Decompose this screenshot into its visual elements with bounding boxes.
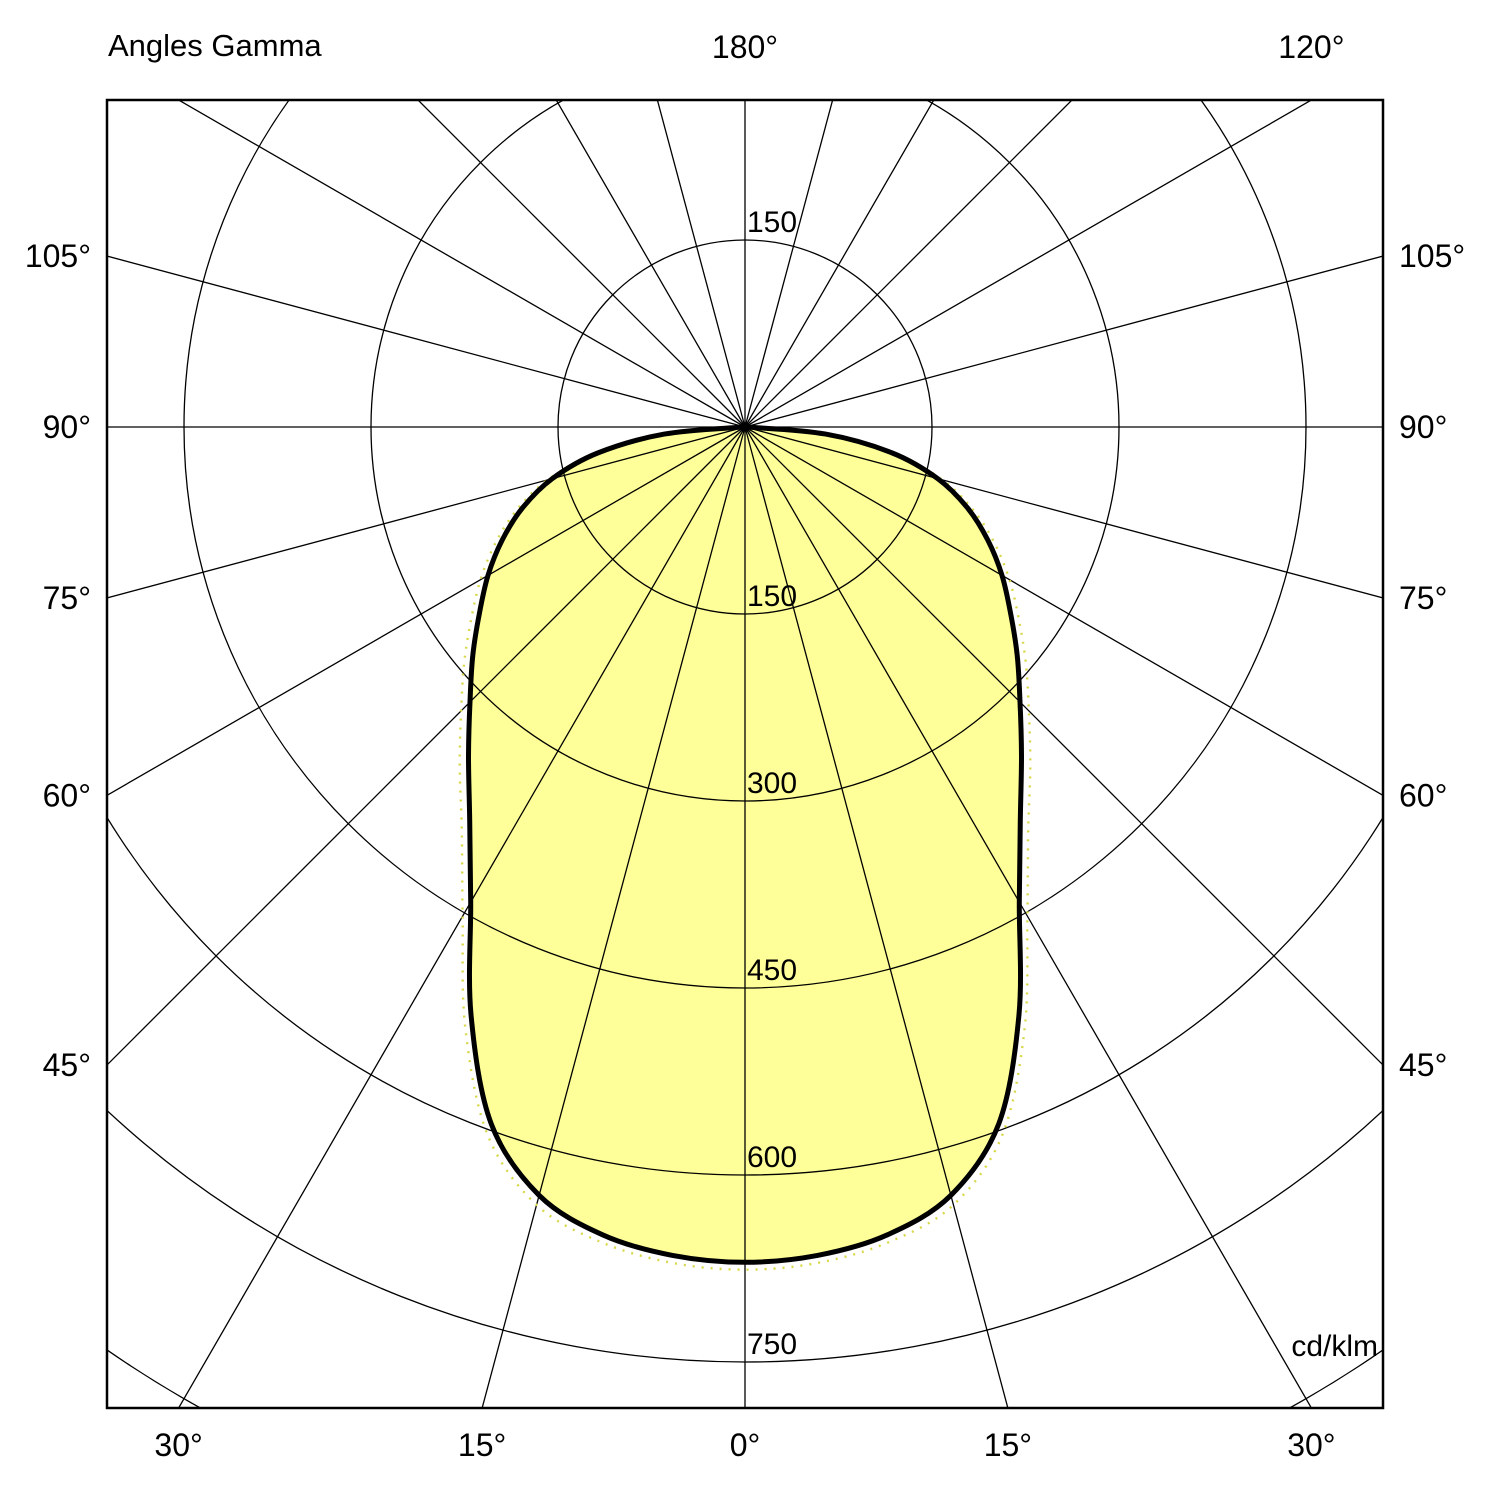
angle-ray <box>744 426 1383 797</box>
gamma-angle-label: 15° <box>984 1427 1032 1463</box>
angle-ray <box>744 426 1313 1408</box>
intensity-curve <box>466 424 1024 1265</box>
angle-ray <box>107 255 746 428</box>
gamma-angle-labels: 0° 15° 15° 30° 30° 45° 45° 60° 60° 75° 75° 90° 90° 10… <box>25 29 1465 1463</box>
gamma-angle-label: 105° <box>25 238 91 274</box>
plot-border <box>105 98 1385 1410</box>
gamma-angle-label: 60° <box>43 777 91 813</box>
angle-ray <box>744 100 1073 428</box>
angle-ray <box>107 426 746 797</box>
gamma-angle-label: 180° <box>712 29 778 65</box>
gamma-angle-label: 90° <box>43 409 91 445</box>
gamma-angle-label: 45° <box>1399 1047 1447 1083</box>
ring-value-label: 150 <box>747 206 797 239</box>
gamma-angle-label: 75° <box>1399 580 1447 616</box>
angle-ray <box>744 100 834 428</box>
angle-ray <box>744 426 1383 1066</box>
ring-value-label: 450 <box>747 954 797 987</box>
gamma-angle-label: 30° <box>154 1427 202 1463</box>
angle-ray <box>744 100 935 428</box>
angle-ray <box>177 100 746 428</box>
gamma-angle-label: 30° <box>1287 1427 1335 1463</box>
gamma-angle-label: 15° <box>458 1427 506 1463</box>
angle-ray <box>177 426 746 1408</box>
gamma-angle-label: 60° <box>1399 777 1447 813</box>
angle-ray <box>744 426 1009 1408</box>
ring-value-labels: 150 300 450 600 750 150 <box>747 206 797 1361</box>
gamma-angle-label: 105° <box>1399 238 1465 274</box>
ring-value-label: 150 <box>747 580 797 613</box>
gamma-angle-label: 75° <box>43 580 91 616</box>
angle-ray <box>107 426 746 1066</box>
gamma-angle-label: 120° <box>1278 29 1344 65</box>
angle-ray <box>744 100 1313 428</box>
unit-label: cd/klm <box>1291 1330 1378 1363</box>
angle-ray <box>107 426 746 599</box>
angle-ray <box>744 255 1383 428</box>
gamma-angle-label: 45° <box>43 1047 91 1083</box>
gamma-angle-label: 0° <box>730 1427 761 1463</box>
angle-ray <box>555 100 746 428</box>
ring-value-label: 300 <box>747 767 797 800</box>
angle-ray <box>481 426 746 1408</box>
angle-ray <box>417 100 746 428</box>
angle-ray <box>744 426 1383 599</box>
chart-title: Angles Gamma <box>108 28 322 63</box>
angle-ray <box>656 100 746 428</box>
gamma-angle-label: 90° <box>1399 409 1447 445</box>
ring-value-label: 750 <box>747 1328 797 1361</box>
ring-value-label: 600 <box>747 1141 797 1174</box>
